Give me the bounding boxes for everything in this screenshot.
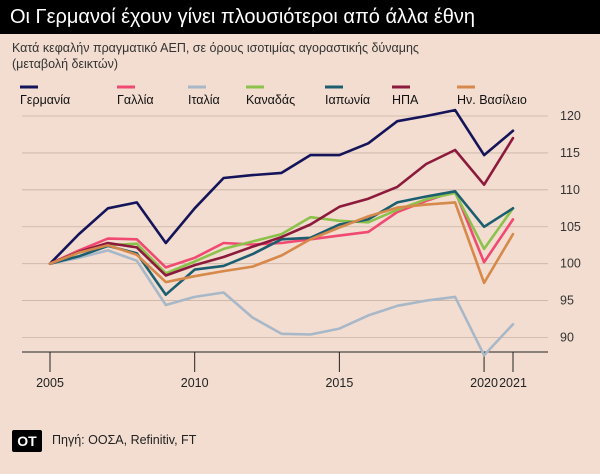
legend-label-7: Ην. Βασίλειο: [457, 93, 527, 107]
y-tick-label-120: 120: [560, 109, 581, 123]
x-tick-label-2005: 2005: [36, 376, 64, 390]
series-line-1: [48, 108, 515, 266]
series-line-3: [48, 249, 515, 357]
x-tick-label-2021: 2021: [499, 376, 527, 390]
y-tick-label-90: 90: [560, 331, 574, 345]
y-tick-label-100: 100: [560, 257, 581, 271]
subtitle-line-2: (μεταβολή δεικτών): [12, 57, 118, 71]
x-tick-label-2010: 2010: [181, 376, 209, 390]
legend-label-4: Καναδάς: [246, 93, 295, 107]
legend-label-6: ΗΠΑ: [392, 93, 419, 107]
y-tick-label-115: 115: [560, 146, 580, 160]
x-tick-label-2020: 2020: [470, 376, 498, 390]
page-title: Οι Γερμανοί έχουν γίνει πλουσιότεροι από…: [0, 0, 600, 34]
source-note: Πηγή: ΟΟΣΑ, Refinitiv, FT: [52, 433, 197, 447]
ot-logo: ΟΤ: [12, 430, 42, 452]
legend-label-3: Ιταλία: [188, 93, 220, 107]
y-tick-label-105: 105: [560, 220, 581, 234]
series-line-6: [48, 136, 515, 277]
series-line-4: [48, 191, 515, 275]
y-tick-label-110: 110: [560, 183, 580, 197]
y-tick-label-95: 95: [560, 294, 574, 308]
series-line-7: [48, 201, 515, 285]
legend-label-1: Γερμανία: [20, 93, 70, 107]
legend-label-5: Ιαπωνία: [325, 93, 370, 107]
chart-subtitle: Κατά κεφαλήν πραγματικό ΑΕΠ, σε όρους ισ…: [12, 40, 572, 72]
legend-label-2: Γαλλία: [117, 93, 154, 107]
subtitle-line-1: Κατά κεφαλήν πραγματικό ΑΕΠ, σε όρους ισ…: [12, 41, 419, 55]
x-tick-label-2015: 2015: [325, 376, 353, 390]
